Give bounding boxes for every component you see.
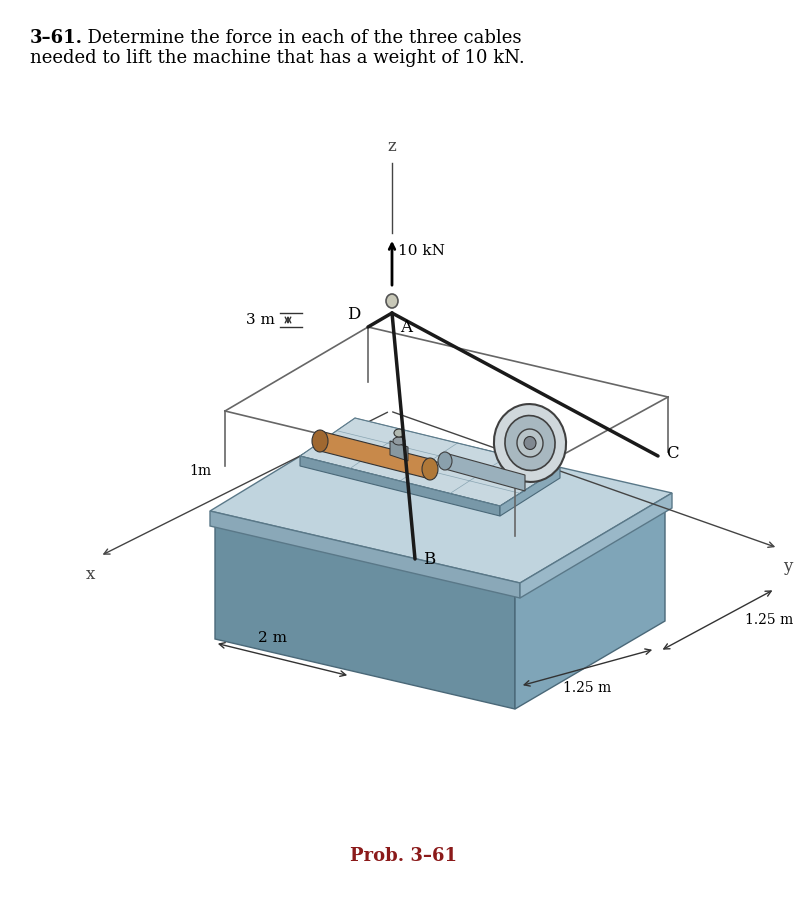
- Polygon shape: [210, 421, 672, 583]
- Text: 3–61.: 3–61.: [30, 29, 83, 47]
- Polygon shape: [445, 453, 525, 491]
- Ellipse shape: [505, 415, 555, 470]
- Polygon shape: [515, 503, 665, 709]
- Polygon shape: [215, 521, 515, 709]
- Polygon shape: [520, 493, 672, 598]
- Ellipse shape: [393, 437, 405, 445]
- Text: C: C: [666, 445, 679, 463]
- Text: needed to lift the machine that has a weight of 10 kN.: needed to lift the machine that has a we…: [30, 49, 525, 67]
- Text: A: A: [400, 319, 412, 336]
- Ellipse shape: [524, 436, 536, 449]
- Polygon shape: [300, 418, 560, 506]
- Polygon shape: [215, 433, 665, 591]
- Text: B: B: [423, 550, 435, 568]
- Text: 1.25 m: 1.25 m: [746, 613, 794, 627]
- Text: 2 m: 2 m: [258, 630, 287, 644]
- Ellipse shape: [438, 452, 452, 470]
- Text: Determine the force in each of the three cables: Determine the force in each of the three…: [76, 29, 522, 47]
- Ellipse shape: [394, 429, 404, 437]
- Ellipse shape: [386, 294, 398, 308]
- Ellipse shape: [312, 430, 328, 452]
- Text: D: D: [346, 306, 360, 323]
- Polygon shape: [390, 441, 408, 461]
- Polygon shape: [500, 468, 560, 516]
- Ellipse shape: [517, 429, 543, 457]
- Text: 3 m: 3 m: [246, 313, 275, 327]
- Text: z: z: [388, 138, 396, 155]
- Text: x: x: [85, 566, 95, 583]
- Text: Prob. 3–61: Prob. 3–61: [350, 847, 458, 865]
- Text: y: y: [783, 558, 793, 575]
- Polygon shape: [300, 456, 500, 516]
- Text: 10 kN: 10 kN: [398, 244, 445, 258]
- Text: 1m: 1m: [189, 464, 211, 478]
- Ellipse shape: [422, 458, 438, 480]
- Text: 1.25 m: 1.25 m: [563, 681, 612, 695]
- Ellipse shape: [494, 404, 566, 482]
- Polygon shape: [210, 511, 520, 598]
- Polygon shape: [320, 431, 430, 479]
